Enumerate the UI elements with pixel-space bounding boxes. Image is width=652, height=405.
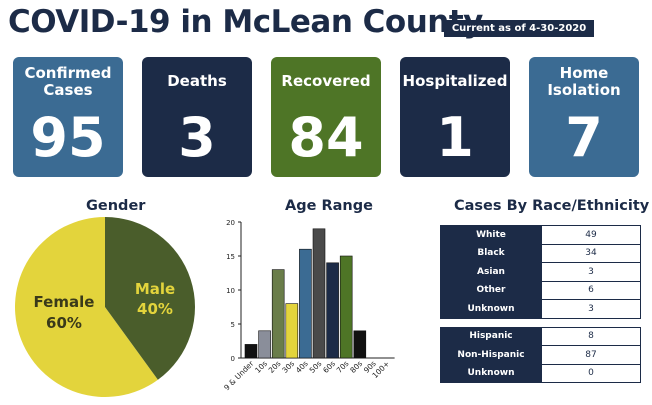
x-tick-label: 50s [308,359,324,375]
age-range-heading: Age Range [285,198,373,214]
row-label: Hispanic [440,326,542,346]
table-row: Asian 3 [440,262,641,282]
y-tick-label: 15 [226,253,235,261]
table-row: Unknown 0 [440,363,641,383]
pie-slice-female [14,217,158,397]
bar-40s [299,248,312,359]
male-percent: 40% [137,300,173,318]
row-label: Non-Hispanic [440,345,542,365]
row-label: White [440,225,542,245]
row-label: Black [440,243,542,263]
stat-label: Hospitalized [402,72,508,90]
y-tick-label: 20 [226,219,235,227]
table-row: Non-Hispanic 87 [440,345,641,365]
stat-value: 95 [30,106,106,169]
stat-card-home-isolation: Home Isolation 7 [529,57,639,177]
stat-value: 3 [178,106,216,169]
table-row: Unknown 3 [440,299,641,319]
stat-value: 7 [565,106,603,169]
row-label: Unknown [440,363,542,383]
y-tick-label: 5 [231,321,235,329]
table-row: Other 6 [440,280,641,300]
bar-20s [271,269,285,359]
stat-value: 1 [436,106,474,169]
table-row: Hispanic 8 [440,326,641,346]
stat-card-hospitalized: Hospitalized 1 [400,57,510,177]
x-tick-label: 20s [267,359,283,375]
stat-label: Recovered [281,72,371,90]
female-label: Female [34,293,95,311]
row-value: 34 [541,243,641,263]
stat-label: Deaths [167,72,227,90]
pie-slice-male [105,217,195,380]
stat-card-deaths: Deaths 3 [142,57,252,177]
bar-50s [312,228,326,359]
row-value: 3 [541,262,641,282]
x-tick-label: 30s [280,359,296,375]
bar-60s [326,262,339,359]
bar-80s [353,330,367,359]
row-value: 87 [541,345,641,365]
row-value: 3 [541,299,641,319]
stat-label: Home Isolation [547,64,621,99]
bar-70s [339,255,353,359]
table-row: Black 34 [440,243,641,263]
gender-pie-chart: Female 60% Male 40% [14,217,195,397]
x-tick-label: 80s [348,359,364,375]
stat-label: Confirmed Cases [24,64,112,99]
x-tick-label: 60s [321,359,337,375]
row-value: 6 [541,280,641,300]
row-label: Asian [440,262,542,282]
female-percent: 60% [46,314,82,332]
row-label: Other [440,280,542,300]
bar-10s [258,330,271,359]
row-value: 49 [541,225,641,245]
table-row: White 49 [440,225,641,245]
page-title: COVID-19 in McLean County [8,4,483,40]
age-range-bar-chart: 0 5 10 15 20 9 & Under10s20s30s40s50s60s70s80… [222,219,395,392]
race-ethnicity-table: White 49 Black 34 Asian 3 Other 6 Unknown 3 H… [440,225,641,383]
table-spacer-row [440,317,641,328]
row-value: 0 [541,363,641,383]
x-tick-label: 40s [294,359,310,375]
race-heading: Cases By Race/Ethnicity [454,198,650,214]
stat-card-recovered: Recovered 84 [271,57,381,177]
y-tick-label: 0 [231,355,235,363]
bar-30s [285,303,299,359]
row-label: Unknown [440,299,542,319]
x-tick-label: 70s [335,359,351,375]
male-label: Male [135,280,175,298]
x-tick-label: 9 & Under [222,358,256,392]
y-tick-label: 10 [226,287,235,295]
stat-card-confirmed: Confirmed Cases 95 [13,57,123,177]
bar-9-under [244,344,258,359]
x-tick-label: 10s [253,359,269,375]
stat-value: 84 [288,106,364,169]
gender-heading: Gender [86,198,146,214]
as-of-badge: Current as of 4-30-2020 [444,20,594,37]
row-value: 8 [541,326,641,346]
